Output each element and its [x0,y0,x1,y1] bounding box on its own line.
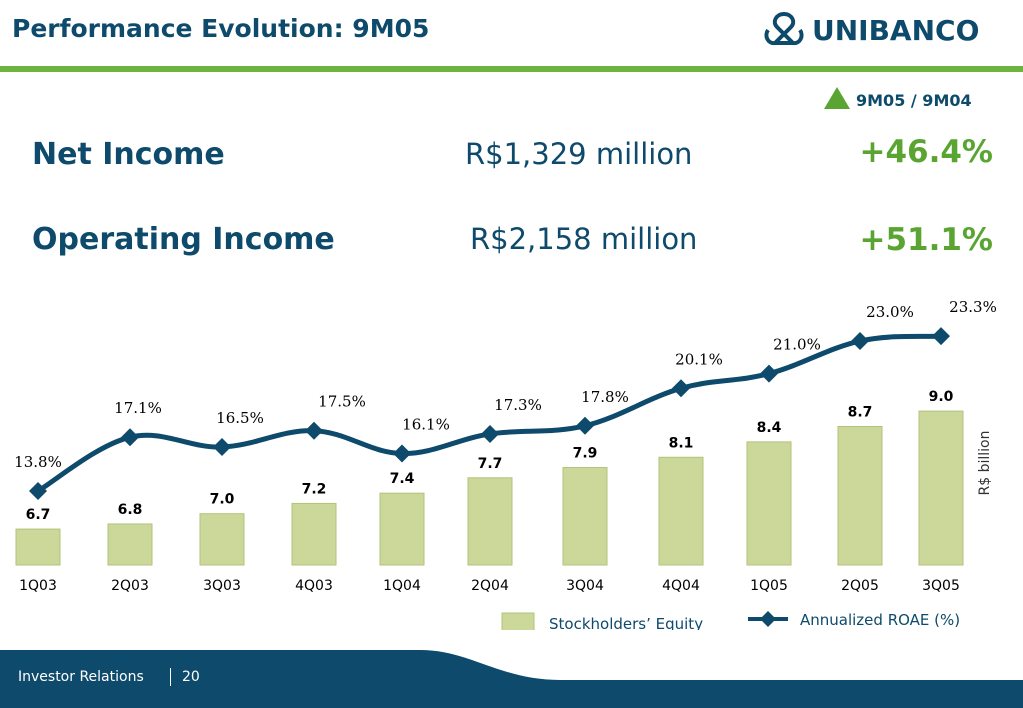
footer-separator [170,668,171,686]
legend-label-equity: Stockholders’ Equity [549,615,703,630]
roae-marker [760,364,778,383]
equity-roae-chart: 6.7 6.8 7.0 7.2 7.4 7.7 7.9 8.1 8.4 8.7 9.0 1Q03 2Q0… [14,298,997,630]
net-income-value: R$1,329 million [465,137,693,171]
x-tick-label: 3Q05 [922,578,960,594]
net-income-label: Net Income [32,137,225,172]
operating-income-growth: +51.1% [859,222,993,258]
equity-bar [15,528,61,566]
header-divider [0,66,1023,72]
footer-label: Investor Relations [18,669,144,685]
equity-bar [467,477,513,566]
equity-bar-label: 6.7 [26,507,51,523]
x-tick-label: 1Q04 [383,578,421,594]
roae-marker [393,444,411,463]
equity-bar-label: 8.1 [669,435,694,451]
roae-label: 17.5% [318,393,366,411]
equity-bar [199,513,245,566]
roae-label: 20.1% [675,350,723,368]
equity-bar [562,467,608,566]
x-tick-label: 2Q03 [111,578,149,594]
roae-marker [213,437,231,456]
x-tick-label: 1Q03 [19,578,57,594]
equity-bar [379,492,425,566]
roae-marker [576,416,594,435]
equity-bar [291,502,337,566]
equity-bar-label: 7.2 [302,481,327,497]
equity-bar-label: 8.7 [848,404,873,420]
roae-label: 13.8% [14,453,62,471]
x-tick-label: 4Q04 [662,578,700,594]
x-tick-label: 2Q04 [471,578,509,594]
y-axis-label: R$ billion [977,431,993,496]
roae-label: 16.5% [216,409,264,427]
page-title: Performance Evolution: 9M05 [12,14,430,43]
x-tick-label: 2Q05 [841,578,879,594]
roae-label: 23.3% [949,298,997,316]
roae-label: 17.3% [494,396,542,414]
legend-marker-roae [760,611,776,627]
roae-label: 21.0% [773,336,821,354]
brand-name: UNIBANCO [812,14,980,47]
x-tick-label: 1Q05 [750,578,788,594]
equity-bar [746,441,792,566]
equity-bar-label: 7.0 [210,492,235,508]
net-income-growth: +46.4% [859,134,993,170]
operating-income-label: Operating Income [32,222,335,257]
operating-income-value: R$2,158 million [470,222,698,256]
unibanco-emblem-icon [764,11,804,46]
footer-band [0,650,1023,708]
equity-bar-label: 7.9 [573,446,598,462]
roae-marker [305,421,323,440]
x-tick-label: 3Q04 [566,578,604,594]
equity-bar-label: 7.7 [478,456,503,472]
legend-label-roae: Annualized ROAE (%) [800,611,960,629]
equity-bar [837,425,883,566]
roae-marker [851,332,869,351]
equity-bar-label: 9.0 [929,389,954,405]
equity-bar-label: 8.4 [757,420,782,436]
roae-marker [121,428,139,447]
roae-marker [932,327,950,346]
equity-bar [658,456,704,566]
equity-bar [107,523,153,566]
equity-bar [918,410,964,566]
page-number: 20 [182,669,200,685]
up-arrow-icon [824,87,850,109]
roae-label: 23.0% [866,303,914,321]
roae-marker [29,482,47,500]
roae-label: 16.1% [402,416,450,434]
x-tick-label: 4Q03 [295,578,333,594]
equity-bar-label: 7.4 [390,471,415,487]
brand-logo: UNIBANCO [760,8,1010,52]
comparison-label: 9M05 / 9M04 [856,91,972,110]
roae-label: 17.1% [114,399,162,417]
roae-marker [672,379,690,398]
roae-label: 17.8% [581,388,629,406]
equity-bar-label: 6.8 [118,502,143,518]
legend-swatch-equity [501,612,535,630]
roae-marker [481,424,499,443]
x-tick-label: 3Q03 [203,578,241,594]
